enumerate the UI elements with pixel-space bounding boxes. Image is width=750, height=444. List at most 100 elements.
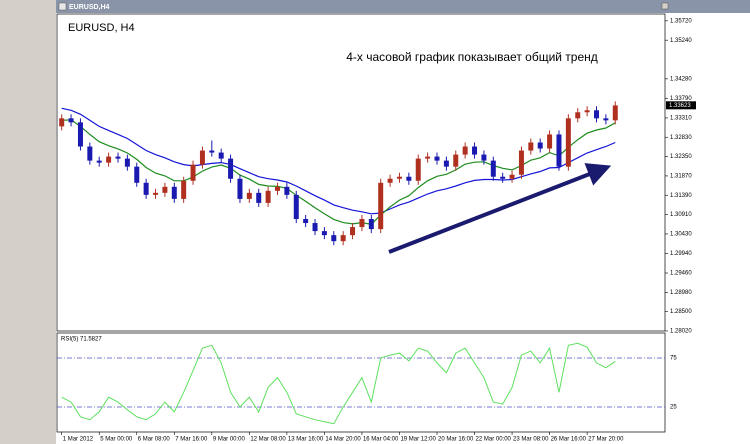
candle-body xyxy=(594,110,600,119)
y-tick-label: 1.28980 xyxy=(670,290,692,296)
x-tick-label: 12 Mar 08:00 xyxy=(250,437,286,443)
candle-body xyxy=(443,160,449,167)
title-bar xyxy=(56,0,750,13)
moving-average xyxy=(61,107,616,215)
candle-body xyxy=(518,150,524,175)
candle-body xyxy=(321,231,327,236)
candle-body xyxy=(77,122,83,147)
trend-arrow xyxy=(388,163,612,254)
candle-body xyxy=(528,142,534,151)
candle-body xyxy=(565,118,571,167)
x-tick-label: 1 Mar 2012 xyxy=(63,437,94,443)
candle-body xyxy=(359,219,365,228)
x-tick-label: 19 Mar 12:00 xyxy=(400,437,436,443)
main-panel xyxy=(56,13,666,332)
candle-body xyxy=(293,194,299,220)
candle-body xyxy=(537,142,543,149)
candle-body xyxy=(340,235,346,242)
candle-body xyxy=(575,112,581,119)
candle-body xyxy=(415,158,421,181)
chart-area xyxy=(56,13,750,444)
x-tick-label: 7 Mar 16:00 xyxy=(175,437,208,443)
x-tick-label: 6 Mar 08:00 xyxy=(138,437,171,443)
rsi-title: RSI(5) 71.5827 xyxy=(61,337,102,343)
candle-body xyxy=(256,192,262,203)
candle-body xyxy=(378,182,384,230)
candle-body xyxy=(153,192,159,195)
annotation: 4-х часовой график показывает общий трен… xyxy=(346,50,598,64)
x-tick-label: 20 Mar 16:00 xyxy=(438,437,474,443)
candle-body xyxy=(96,160,102,163)
y-tick-label: 1.33790 xyxy=(670,96,692,102)
candle-body xyxy=(490,160,496,177)
window-title: EURUSD,H4 xyxy=(69,4,110,11)
x-tick-label: 14 Mar 20:00 xyxy=(325,437,361,443)
candle-body xyxy=(472,146,478,155)
x-tick-label: 23 Mar 08:00 xyxy=(513,437,549,443)
y-tick-label: 1.28500 xyxy=(670,309,692,315)
y-tick-label: 1.29940 xyxy=(670,251,692,257)
window-icon xyxy=(58,2,67,11)
plot-layer: 1.35720 1.35240 1.34280 1.33790 1.33310 1.328… xyxy=(57,18,696,443)
y-tick-label: 1.35720 xyxy=(670,18,692,24)
candle-body xyxy=(68,118,74,123)
x-tick-label: 16 Mar 04:00 xyxy=(363,437,399,443)
y-tick-label: 1.33310 xyxy=(670,115,692,121)
candle-body xyxy=(134,166,140,183)
y-tick-label: 1.32350 xyxy=(670,154,692,160)
candle-body xyxy=(509,174,515,179)
candle-body xyxy=(368,219,374,230)
candle-body xyxy=(162,186,168,193)
candle-body xyxy=(425,156,431,159)
rsi-panel xyxy=(56,332,666,433)
candle-body xyxy=(171,186,177,199)
x-tick-label: 22 Mar 00:00 xyxy=(476,437,512,443)
candle-body xyxy=(59,118,65,127)
candle-body xyxy=(218,152,224,159)
candle-body xyxy=(603,118,609,121)
y-tick-label: 1.30910 xyxy=(670,212,692,218)
candle-body xyxy=(547,134,553,149)
y-tick-label: 1.31390 xyxy=(670,193,692,199)
y-tick-label: 1.35240 xyxy=(670,38,692,44)
candle-body xyxy=(106,156,112,163)
candle-body xyxy=(434,156,440,161)
x-tick-label: 9 Mar 00:00 xyxy=(213,437,246,443)
y-tick-label: 1.29460 xyxy=(670,271,692,277)
candle-body xyxy=(303,219,309,224)
last-price-label: 1.33623 xyxy=(669,103,691,109)
y-tick-label: 75 xyxy=(670,356,677,362)
candle-body xyxy=(115,156,121,159)
candle-body xyxy=(481,154,487,161)
candle-body xyxy=(331,235,337,242)
candle-body xyxy=(181,180,187,199)
candle-body xyxy=(246,192,252,199)
minimize-button[interactable] xyxy=(661,2,669,10)
candle-body xyxy=(312,223,318,232)
x-tick-label: 26 Mar 16:00 xyxy=(551,437,587,443)
candle-body xyxy=(190,164,196,181)
candle-body xyxy=(228,158,234,179)
candle-body xyxy=(453,154,459,167)
x-tick-label: 13 Mar 16:00 xyxy=(288,437,324,443)
last-price-box xyxy=(666,101,696,110)
candle-body xyxy=(396,176,402,179)
candle-body xyxy=(584,110,590,113)
y-tick-label: 1.28020 xyxy=(670,329,692,335)
candle-body xyxy=(500,176,506,179)
candle-body xyxy=(143,182,149,195)
candle-body xyxy=(284,186,290,195)
candle-body xyxy=(556,134,562,167)
candle-body xyxy=(387,178,393,183)
candle-body xyxy=(124,158,130,167)
candle-body xyxy=(612,105,618,121)
candle-body xyxy=(199,150,205,165)
candle-body xyxy=(209,150,215,153)
candle-body xyxy=(87,146,93,161)
candle-body xyxy=(274,186,280,191)
x-tick-label: 5 Mar 00:00 xyxy=(100,437,133,443)
y-tick-label: 1.32830 xyxy=(670,135,692,141)
y-tick-label: 1.31870 xyxy=(670,174,692,180)
chart-title: EURUSD, H4 xyxy=(68,22,135,34)
candle-body xyxy=(237,178,243,199)
